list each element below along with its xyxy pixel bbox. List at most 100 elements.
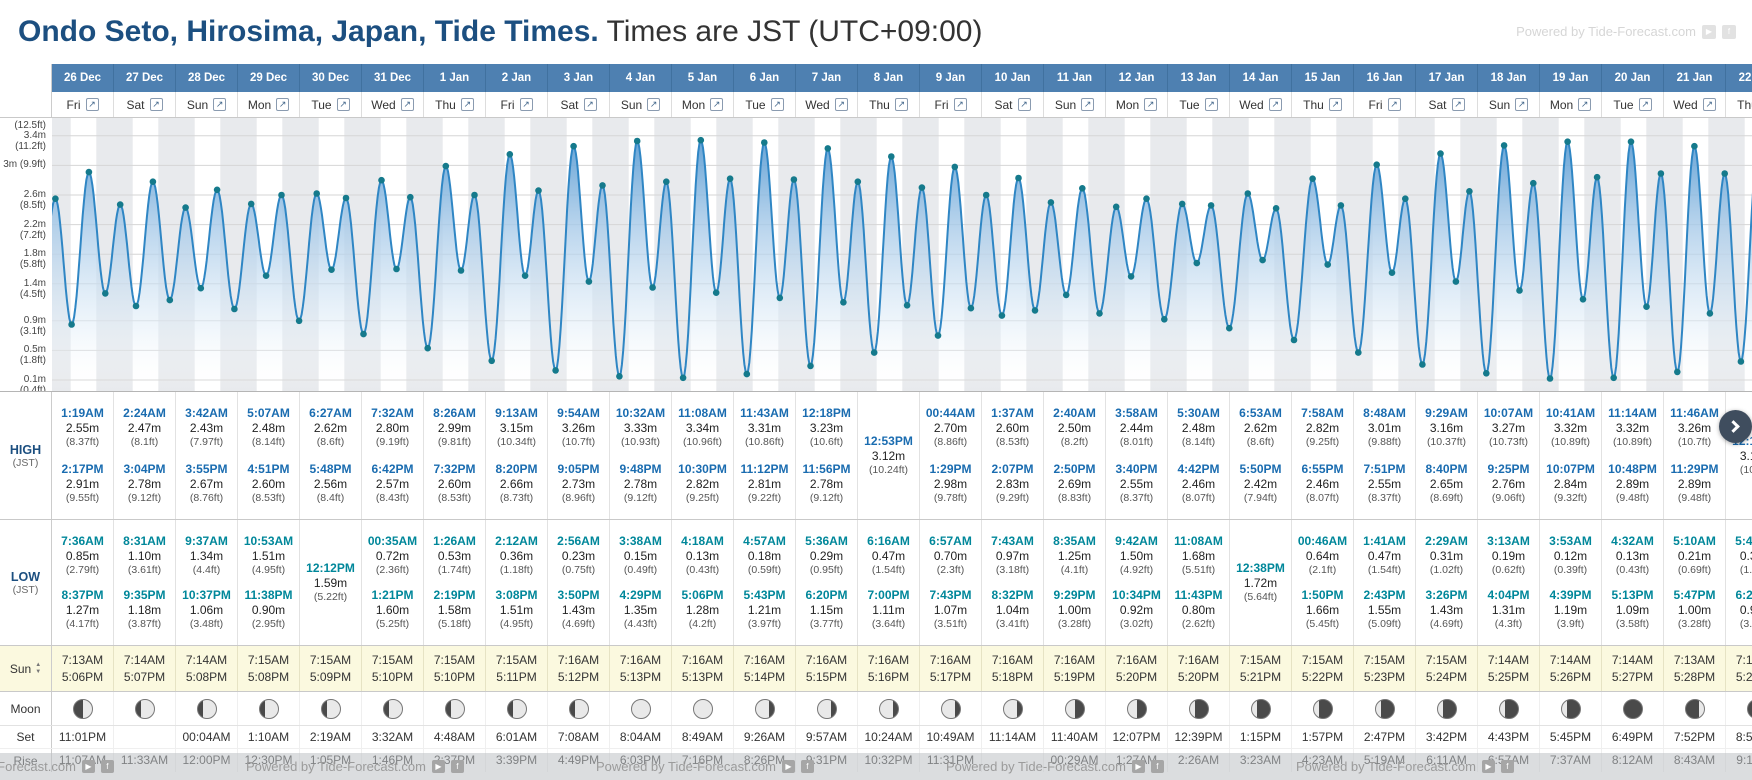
- expand-day-icon[interactable]: ↗: [1144, 98, 1158, 111]
- date-header-cell[interactable]: 6 Jan: [734, 64, 796, 92]
- low-tide-height-m: 1.28m: [685, 603, 720, 618]
- next-days-button[interactable]: [1719, 410, 1752, 443]
- timezone-title: Times are JST (UTC+09:00): [598, 15, 983, 48]
- sun-cell: 7:16AM 5:17PM: [920, 646, 982, 691]
- date-header-cell[interactable]: 28 Dec: [176, 64, 238, 92]
- date-header-cell[interactable]: 22 Jan: [1726, 64, 1752, 92]
- expand-day-icon[interactable]: ↗: [770, 98, 784, 111]
- expand-day-icon[interactable]: ↗: [1638, 98, 1652, 111]
- low-tide-time: 3:08PM: [495, 588, 538, 603]
- date-header-cell[interactable]: 5 Jan: [672, 64, 734, 92]
- date-header-cell[interactable]: 17 Jan: [1416, 64, 1478, 92]
- expand-day-icon[interactable]: ↗: [583, 98, 597, 111]
- moon-cell: [610, 692, 672, 725]
- expand-day-icon[interactable]: ↗: [213, 98, 227, 111]
- moon-phase-icon: [692, 698, 713, 719]
- tide-high-dot: [1079, 185, 1086, 192]
- expand-day-icon[interactable]: ↗: [953, 98, 967, 111]
- date-header-cell[interactable]: 18 Jan: [1478, 64, 1540, 92]
- high-tide-time: 9:48PM: [619, 461, 662, 476]
- high-tide-time: 1:37AM: [991, 406, 1034, 421]
- expand-day-icon[interactable]: ↗: [149, 98, 163, 111]
- date-header-cell[interactable]: 1 Jan: [424, 64, 486, 92]
- expand-day-icon[interactable]: ↗: [1515, 98, 1529, 111]
- date-header-cell[interactable]: 7 Jan: [796, 64, 858, 92]
- social-icon[interactable]: f: [1722, 24, 1736, 39]
- expand-day-icon[interactable]: ↗: [1017, 98, 1031, 111]
- expand-day-icon[interactable]: ↗: [336, 98, 350, 111]
- tide-low-dot: [488, 357, 496, 365]
- low-tide-entry: 5:43PM 1.21m (3.97ft): [734, 588, 795, 631]
- high-tide-height-ft: (8.53ft): [437, 491, 472, 504]
- expand-day-icon[interactable]: ↗: [1578, 98, 1592, 111]
- date-header-cell[interactable]: 21 Jan: [1664, 64, 1726, 92]
- low-tide-height-m: 0.31m: [1429, 548, 1464, 563]
- high-tide-entry: 7:51PM 2.55m (8.37ft): [1354, 462, 1415, 505]
- date-header-cell[interactable]: 15 Jan: [1292, 64, 1354, 92]
- expand-day-icon[interactable]: ↗: [1702, 98, 1716, 111]
- moonrise-time: 3:39PM: [486, 749, 548, 772]
- date-header-row: 26 Dec 27 Dec 28 Dec 29 Dec 30 Dec 31 Dec 1 Ja…: [0, 64, 1752, 92]
- sun-cell: 7:15AM 5:09PM: [300, 646, 362, 691]
- moon-phase-row: Moon: [0, 692, 1752, 726]
- expand-day-icon[interactable]: ↗: [1204, 98, 1218, 111]
- sunrise-time: 7:15AM: [1425, 653, 1468, 667]
- expand-day-icon[interactable]: ↗: [1387, 98, 1401, 111]
- date-header-cell[interactable]: 26 Dec: [52, 64, 114, 92]
- date-header-cell[interactable]: 4 Jan: [610, 64, 672, 92]
- moonrise-row-label: Rise: [0, 749, 52, 772]
- date-header-cell[interactable]: 31 Dec: [362, 64, 424, 92]
- tide-high-dot: [1721, 170, 1728, 177]
- expand-day-icon[interactable]: ↗: [1328, 98, 1342, 111]
- moonset-time: 11:40AM: [1044, 726, 1106, 748]
- expand-day-icon[interactable]: ↗: [1268, 98, 1282, 111]
- expand-day-icon[interactable]: ↗: [1081, 98, 1095, 111]
- expand-day-icon[interactable]: ↗: [710, 98, 724, 111]
- expand-day-icon[interactable]: ↗: [276, 98, 290, 111]
- low-tide-entry: 6:16AM 0.47m (1.54ft): [858, 534, 919, 577]
- date-header-cell[interactable]: 29 Dec: [238, 64, 300, 92]
- date-header-cell[interactable]: 13 Jan: [1168, 64, 1230, 92]
- low-tide-height-ft: (4.2ft): [688, 618, 717, 631]
- low-tide-time: 8:31AM: [123, 533, 166, 548]
- date-header-cell[interactable]: 10 Jan: [982, 64, 1044, 92]
- date-header-cell[interactable]: 8 Jan: [858, 64, 920, 92]
- low-tide-time: 4:04PM: [1487, 588, 1530, 603]
- date-header-cell[interactable]: 27 Dec: [114, 64, 176, 92]
- weekday-name: Fri: [1368, 97, 1383, 112]
- y-axis-label: 0.5m (1.8ft): [19, 344, 46, 367]
- expand-day-icon[interactable]: ↗: [400, 98, 414, 111]
- low-tide-entry: 6:23PM0.94m(3.08ft): [1726, 588, 1752, 631]
- moonrise-time: 1:46PM: [362, 749, 424, 772]
- expand-day-icon[interactable]: ↗: [647, 98, 661, 111]
- expand-day-icon[interactable]: ↗: [519, 98, 533, 111]
- weekday-name: Sat: [1428, 97, 1447, 112]
- date-header-cell[interactable]: 9 Jan: [920, 64, 982, 92]
- video-icon[interactable]: ▶: [1702, 24, 1716, 39]
- date-header-cell[interactable]: 12 Jan: [1106, 64, 1168, 92]
- moon-cell: [858, 692, 920, 725]
- moonset-time: 00:04AM: [176, 726, 238, 748]
- tide-high-dot: [918, 184, 926, 191]
- date-header-cell[interactable]: 14 Jan: [1230, 64, 1292, 92]
- low-tide-time: 6:20PM: [805, 588, 848, 603]
- low-tide-height-ft: (0.62ft): [1491, 563, 1526, 576]
- expand-day-icon[interactable]: ↗: [894, 98, 908, 111]
- date-header-cell[interactable]: 2 Jan: [486, 64, 548, 92]
- expand-day-icon[interactable]: ↗: [834, 98, 848, 111]
- date-header-cell[interactable]: 11 Jan: [1044, 64, 1106, 92]
- date-header-cell[interactable]: 30 Dec: [300, 64, 362, 92]
- expand-day-icon[interactable]: ↗: [85, 98, 99, 111]
- weekday-name: Mon: [681, 97, 706, 112]
- sunrise-time: 7:14AM: [1611, 653, 1654, 667]
- date-header-cell[interactable]: 3 Jan: [548, 64, 610, 92]
- high-tide-height-ft: (8.14ft): [1181, 436, 1216, 449]
- moonrise-time: 3:23AM: [1230, 749, 1292, 772]
- expand-day-icon[interactable]: ↗: [460, 98, 474, 111]
- date-header-cell[interactable]: 19 Jan: [1540, 64, 1602, 92]
- date-header-cell[interactable]: 20 Jan: [1602, 64, 1664, 92]
- weekday-name: Sun: [1488, 97, 1511, 112]
- date-header-cell[interactable]: 16 Jan: [1354, 64, 1416, 92]
- expand-day-icon[interactable]: ↗: [1451, 98, 1465, 111]
- high-tide-height-ft: (8.6ft): [316, 436, 345, 449]
